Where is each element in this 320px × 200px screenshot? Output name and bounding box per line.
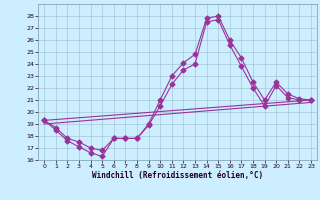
X-axis label: Windchill (Refroidissement éolien,°C): Windchill (Refroidissement éolien,°C) xyxy=(92,171,263,180)
